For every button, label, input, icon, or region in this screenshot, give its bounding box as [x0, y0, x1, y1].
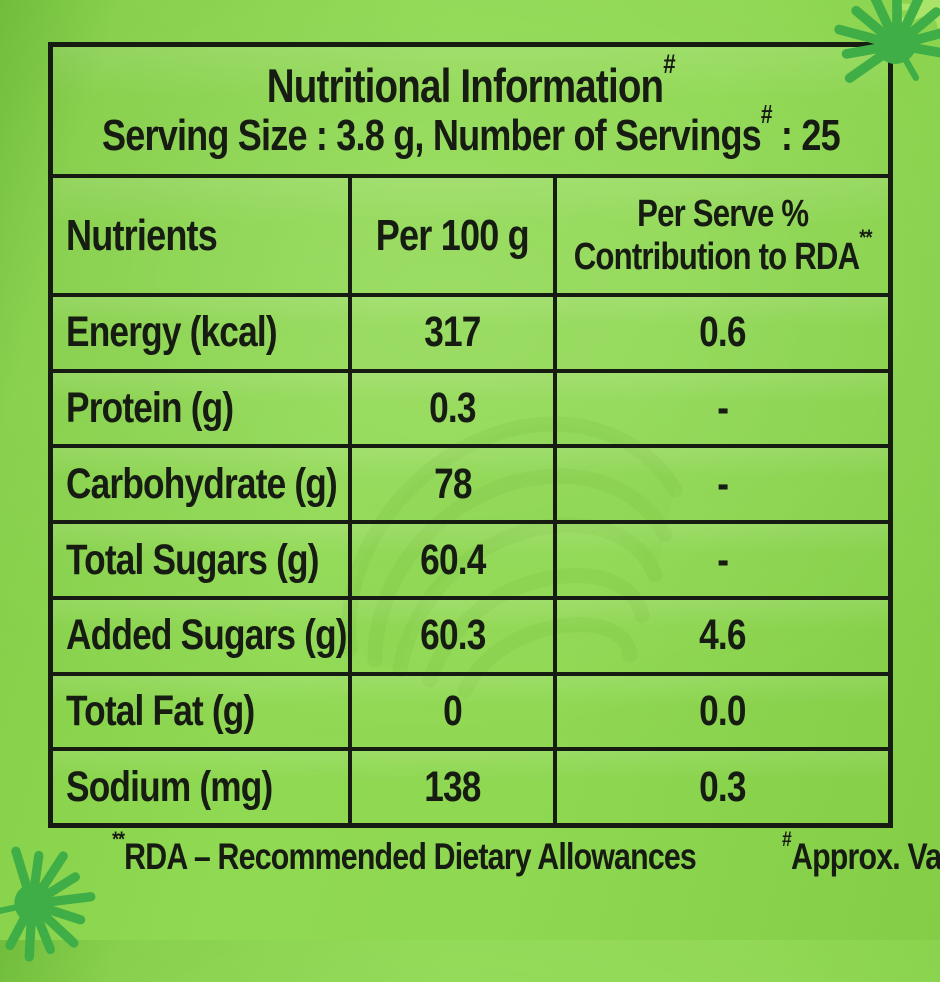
table-header-row: Nutrients Per 100 g Per Serve % Contribut… — [53, 174, 888, 293]
table-row: Added Sugars (g) 60.3 4.6 — [53, 595, 888, 672]
per-serve-value: 0.0 — [553, 675, 888, 748]
column-header-nutrients: Nutrients — [66, 210, 218, 260]
rda-footnote: **RDA – Recommended Dietary Allowances — [112, 827, 697, 877]
title-superscript: # — [662, 48, 675, 80]
rda-superscript: ** — [859, 224, 872, 250]
table-row: Total Fat (g) 0 0.0 — [53, 671, 888, 748]
nutrient-name: Sodium (mg) — [66, 762, 273, 811]
column-header-per-serve: Per Serve % Contribution to RDA** — [553, 178, 888, 293]
footnotes: **RDA – Recommended Dietary Allowances #… — [48, 827, 940, 878]
table-row: Carbohydrate (g) 78 - — [53, 444, 888, 521]
per-100g-value: 78 — [348, 448, 553, 521]
per-serve-value: 0.6 — [553, 297, 888, 369]
per-100g-value: 0 — [348, 675, 553, 748]
per-serve-value: 4.6 — [553, 599, 888, 672]
table-row: Protein (g) 0.3 - — [53, 368, 888, 445]
per-serve-value: - — [553, 372, 888, 445]
page-title: Nutritional Information# — [266, 48, 675, 113]
nutrient-name: Energy (kcal) — [66, 308, 278, 357]
rda-footnote-superscript: ** — [112, 827, 125, 852]
serving-superscript: # — [760, 100, 772, 129]
nutrient-name: Total Sugars (g) — [66, 535, 319, 584]
column-header-per-100g: Per 100 g — [348, 178, 553, 293]
per-100g-value: 0.3 — [348, 372, 553, 445]
table-row: Sodium (mg) 138 0.3 — [53, 747, 888, 824]
nutrient-name: Total Fat (g) — [66, 686, 255, 735]
serving-info: Serving Size : 3.8 g, Number of Servings… — [101, 100, 841, 161]
per-100g-value: 138 — [348, 751, 553, 824]
table-row: Energy (kcal) 317 0.6 — [53, 293, 888, 369]
per-serve-value: - — [553, 448, 888, 521]
per-serve-value: 0.3 — [553, 751, 888, 824]
title-block: Nutritional Information# Serving Size : … — [53, 47, 888, 174]
per-100g-value: 60.3 — [348, 599, 553, 672]
table-row: Total Sugars (g) 60.4 - — [53, 520, 888, 596]
nutrient-name: Protein (g) — [66, 384, 234, 433]
approx-footnote-superscript: # — [782, 827, 792, 852]
per-100g-value: 60.4 — [348, 524, 553, 596]
nutrition-panel: Nutritional Information# Serving Size : … — [48, 42, 893, 828]
nutrient-name: Carbohydrate (g) — [66, 459, 338, 508]
nutrient-name: Added Sugars (g) — [66, 611, 348, 660]
per-100g-value: 317 — [348, 297, 553, 369]
per-serve-value: - — [553, 524, 888, 596]
approx-footnote: #Approx. Value — [782, 827, 940, 877]
